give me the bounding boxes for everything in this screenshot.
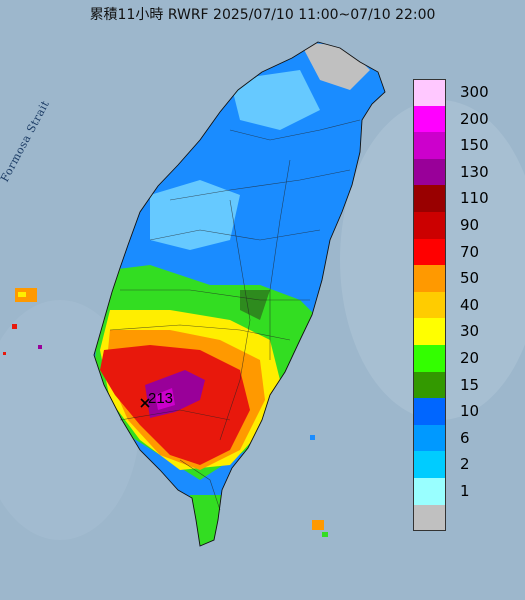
legend-swatch (413, 79, 446, 106)
legend-swatch (413, 398, 446, 425)
offshore-echoes (3, 288, 328, 537)
legend-label: 300 (460, 83, 489, 101)
legend-swatch (413, 158, 446, 186)
legend-label: 150 (460, 136, 489, 155)
legend-swatch (413, 291, 446, 319)
legend-label: 50 (460, 269, 480, 288)
legend-swatch (413, 451, 446, 478)
legend-label: 20 (460, 348, 480, 367)
legend-label: 30 (460, 322, 480, 341)
legend-label: 90 (460, 215, 480, 234)
legend-swatch (413, 238, 446, 266)
legend-swatch (413, 105, 446, 133)
rain-zone-light-blue (230, 70, 320, 130)
legend-label: 130 (460, 162, 489, 181)
legend-swatch (413, 185, 446, 212)
legend-label: 2 (460, 455, 470, 474)
legend-label: 110 (460, 189, 489, 208)
legend-swatch (413, 132, 446, 159)
legend-label: 40 (460, 295, 480, 314)
legend-swatch (413, 424, 446, 452)
rain-zone-light-blue (150, 180, 240, 250)
rain-zone-dark-green (240, 290, 270, 320)
max-marker-x-icon (140, 398, 150, 408)
legend-label: 70 (460, 242, 480, 261)
legend-label: 6 (460, 428, 470, 447)
legend-swatch (413, 477, 446, 505)
legend-swatch (413, 211, 446, 239)
map-title: 累積11小時 RWRF 2025/07/10 11:00~07/10 22:00 (89, 7, 436, 23)
legend-swatch (413, 318, 446, 345)
rain-zone-magenta (155, 388, 175, 410)
legend-label: 15 (460, 375, 480, 394)
legend-label: 10 (460, 402, 480, 421)
legend-label: 200 (460, 109, 489, 128)
legend-labels: 300 200 150 130 110 90 70 50 40 30 20 15 10 6 2 1 (460, 83, 520, 518)
coastline (93, 41, 386, 547)
legend-label: 1 (460, 481, 470, 500)
color-legend (413, 79, 448, 532)
legend-swatch (413, 504, 446, 532)
boundary-lines (109, 119, 361, 511)
legend-swatch (413, 265, 446, 292)
max-rainfall-label: 213 (148, 390, 174, 407)
legend-swatch (413, 344, 446, 372)
legend-swatch (413, 371, 446, 399)
